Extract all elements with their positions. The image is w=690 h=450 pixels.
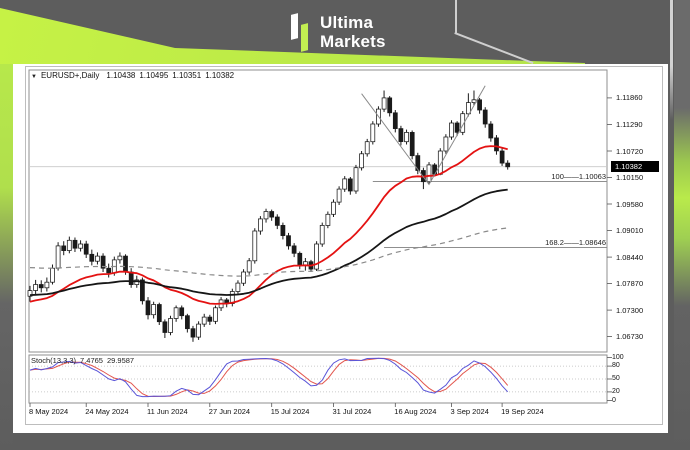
fib-level-label-168: 168.2——1.08646 — [545, 238, 606, 247]
stochastic-title: Stoch(13,3,3) 7.4765 29.9587 — [31, 356, 138, 365]
stochastic-value-d: 29.9587 — [106, 356, 135, 365]
stoch-axis-label: 100 — [612, 353, 624, 361]
date-axis-label: 31 Jul 2024 — [332, 407, 372, 416]
stochastic-name: Stoch(13,3,3) — [31, 356, 77, 365]
stoch-k-line — [29, 357, 509, 398]
price-axis-label: 1.10720 — [616, 146, 644, 156]
ohlc-close: 1.10382 — [205, 71, 235, 80]
price-axis-label: 1.10150 — [616, 173, 644, 182]
chart-window — [25, 66, 663, 425]
price-axis-label: 1.08440 — [616, 252, 644, 262]
date-axis-label: 24 May 2024 — [85, 407, 129, 416]
candlesticks — [27, 90, 511, 342]
brand-line1: Ultima — [320, 13, 374, 32]
brand-name: Ultima Markets — [320, 13, 386, 53]
chart-title: ▼ EURUSD+,Daily 1.10438 1.10495 1.10351 1.103… — [31, 71, 238, 80]
left-accent-strip — [0, 64, 13, 450]
stoch-axis-label: 20 — [612, 387, 620, 395]
ma-slow-line — [29, 188, 508, 296]
price-axis-label: 1.09010 — [616, 226, 644, 235]
fib-level-label-100: 100——1.10063 — [551, 172, 606, 181]
stochastic-value-k: 7.4765 — [80, 356, 103, 365]
right-accent-strip — [674, 0, 690, 450]
price-axis-label: 1.06730 — [616, 332, 644, 342]
date-axis-label: 15 Jul 2024 — [270, 407, 310, 416]
stoch-axis-label: 0 — [612, 396, 616, 404]
brand-line2: Markets — [320, 32, 386, 51]
right-edge-line — [670, 0, 673, 120]
brand-logo: Ultima Markets — [290, 11, 386, 53]
price-axis-label: 1.09580 — [616, 199, 644, 209]
symbol-period-label: EURUSD+,Daily — [40, 71, 100, 80]
main-pane-border — [28, 69, 608, 353]
date-axis-label: 27 Jun 2024 — [208, 407, 251, 416]
trendline[interactable] — [361, 85, 486, 186]
price-axis-label: 1.07300 — [616, 305, 644, 315]
ma-long-line — [29, 227, 508, 277]
stoch-axis-label: 80 — [612, 362, 620, 370]
ma-fast-line — [29, 145, 508, 305]
current-price-tag: 1.10382 — [611, 161, 659, 172]
price-axis-label: 1.11860 — [616, 93, 643, 103]
deco-outline-vertical — [455, 0, 457, 33]
date-axis-label: 19 Sep 2024 — [501, 407, 544, 416]
collapse-arrow-icon[interactable]: ▼ — [31, 74, 37, 80]
price-axis-label: 1.11290 — [616, 119, 643, 129]
date-axis-label: 16 Aug 2024 — [394, 407, 437, 416]
stoch-axis-label: 50 — [612, 375, 620, 382]
ohlc-open: 1.10438 — [106, 71, 136, 80]
date-axis-label: 11 Jun 2024 — [147, 407, 188, 416]
price-axis-label: 1.07870 — [616, 279, 644, 289]
ohlc-high: 1.10495 — [139, 71, 169, 80]
date-axis-label: 8 May 2024 — [29, 407, 69, 416]
date-axis-label: 3 Sep 2024 — [450, 407, 489, 416]
ohlc-low: 1.10351 — [172, 71, 202, 80]
